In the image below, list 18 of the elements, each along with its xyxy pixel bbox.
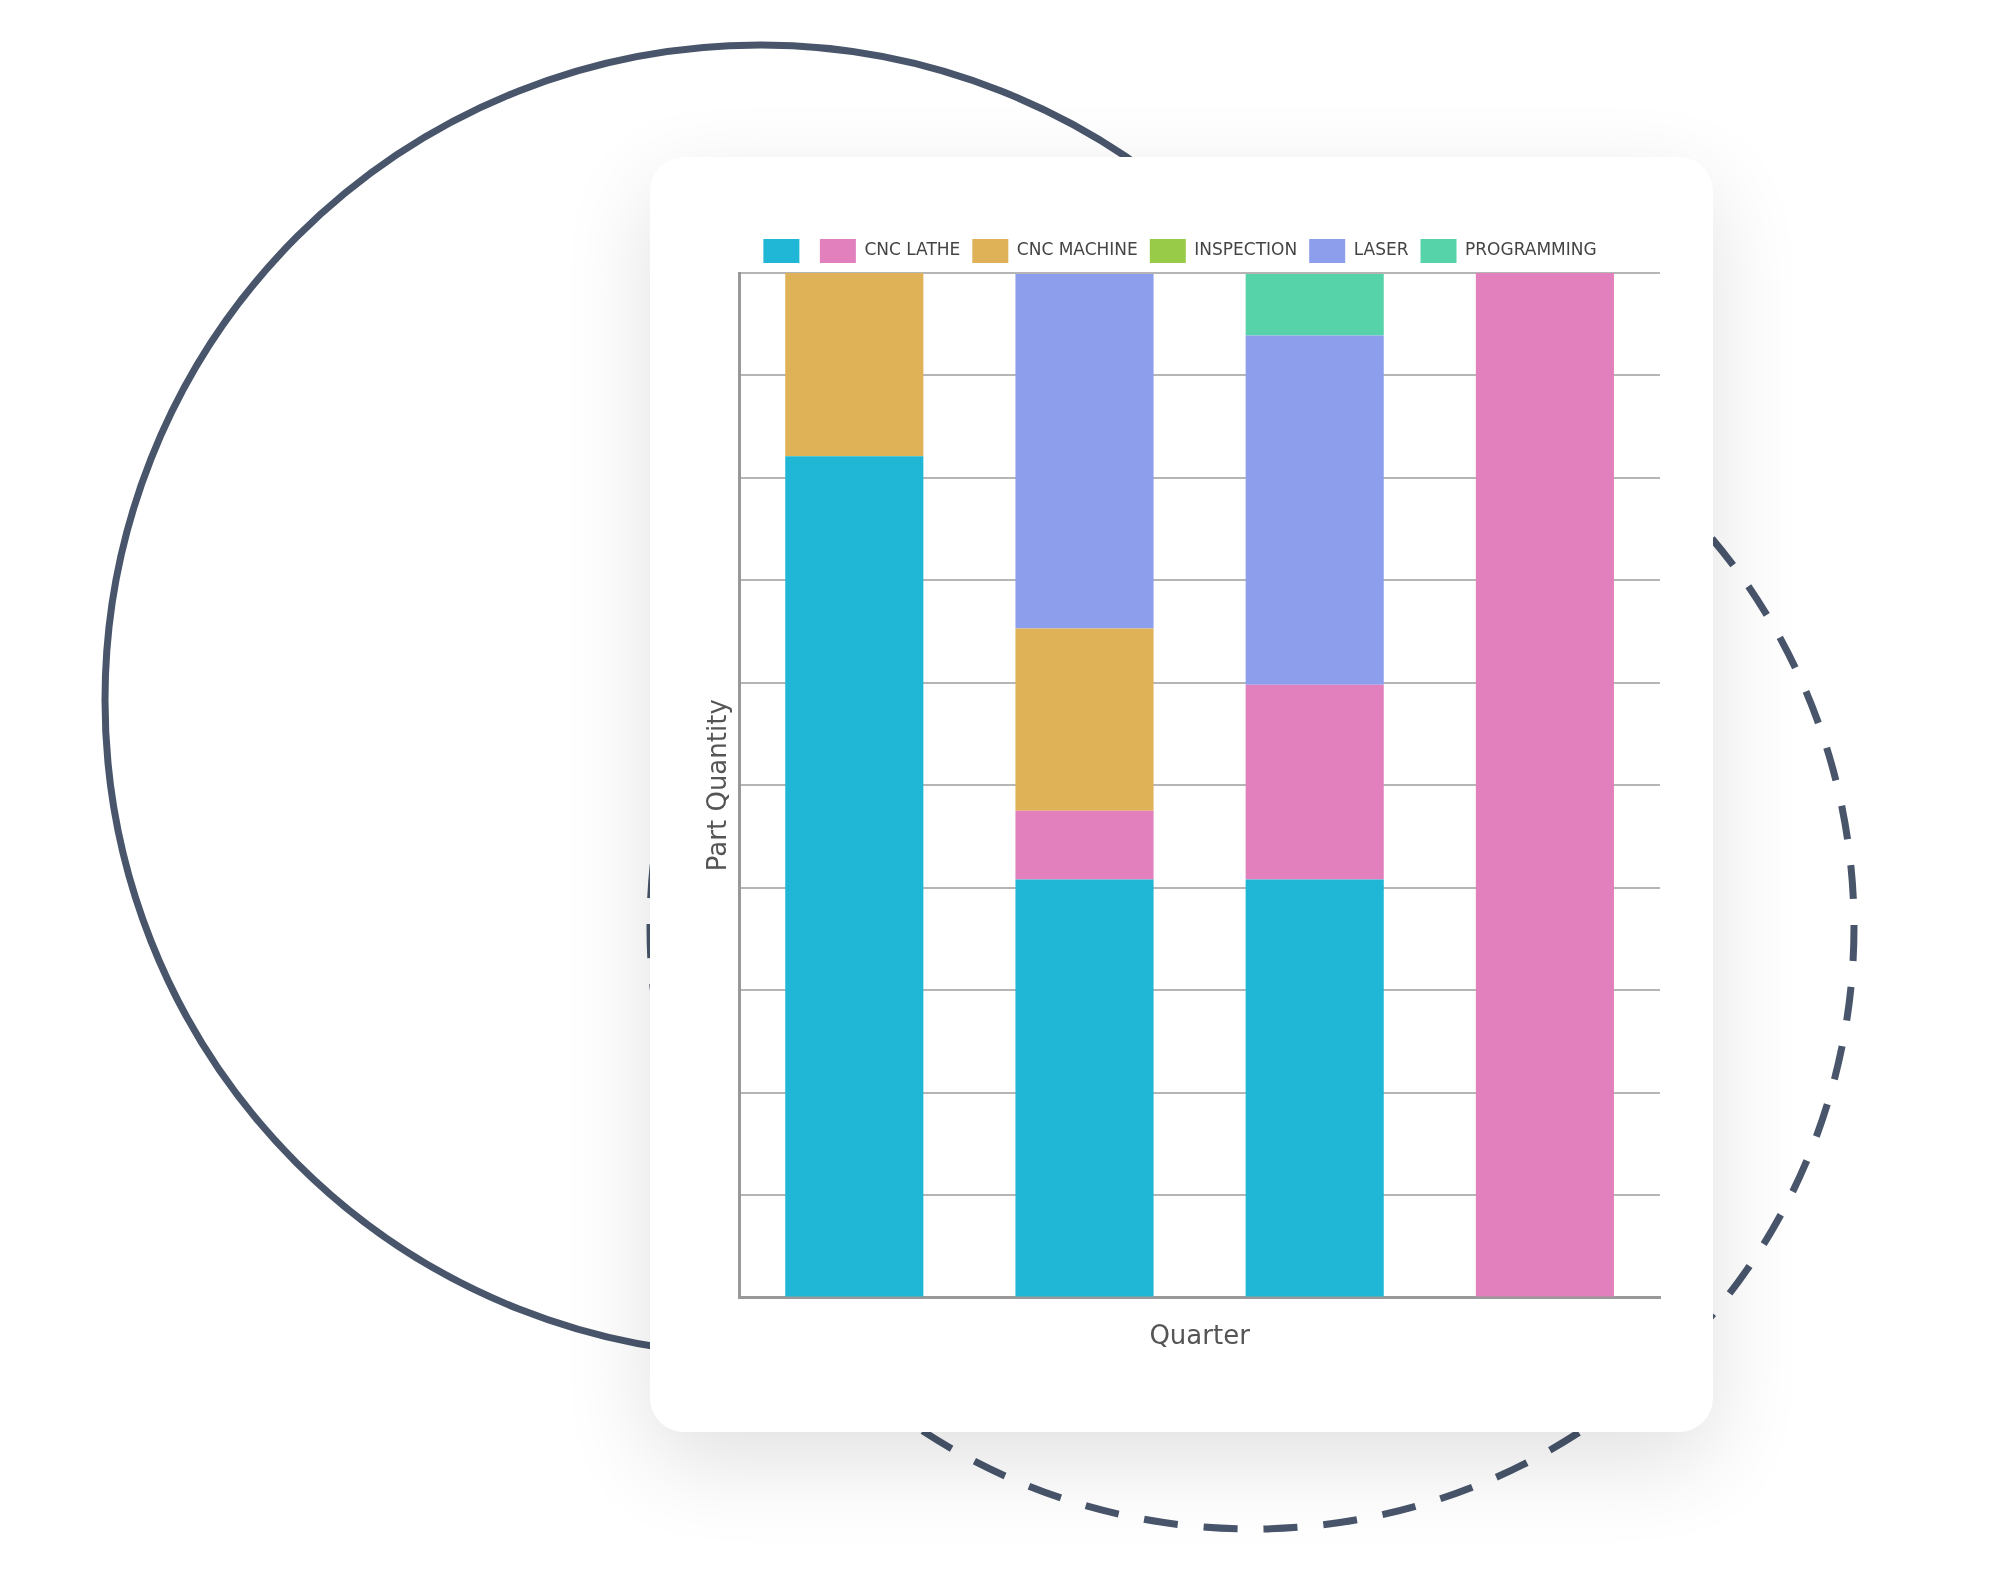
bar [785,273,924,457]
legend-label: INSPECTION [1194,239,1298,260]
bar [1245,274,1384,336]
legend-label: PROGRAMMING [1465,239,1597,260]
x-axis-title: Quarter [1149,1320,1251,1351]
bar [1245,335,1384,685]
bar [1015,879,1154,1297]
bar [785,456,924,1297]
bar [1015,628,1154,811]
bar [1015,274,1154,629]
y-axis-title: Part Quantity [702,699,733,872]
bar [1015,810,1154,880]
bar [1245,684,1384,880]
bar [1475,273,1614,1297]
legend-label: CNC LATHE [864,239,961,260]
bar [1245,879,1384,1297]
legend-label: LASER [1353,239,1409,260]
legend-label: CNC MACHINE [1016,239,1138,260]
